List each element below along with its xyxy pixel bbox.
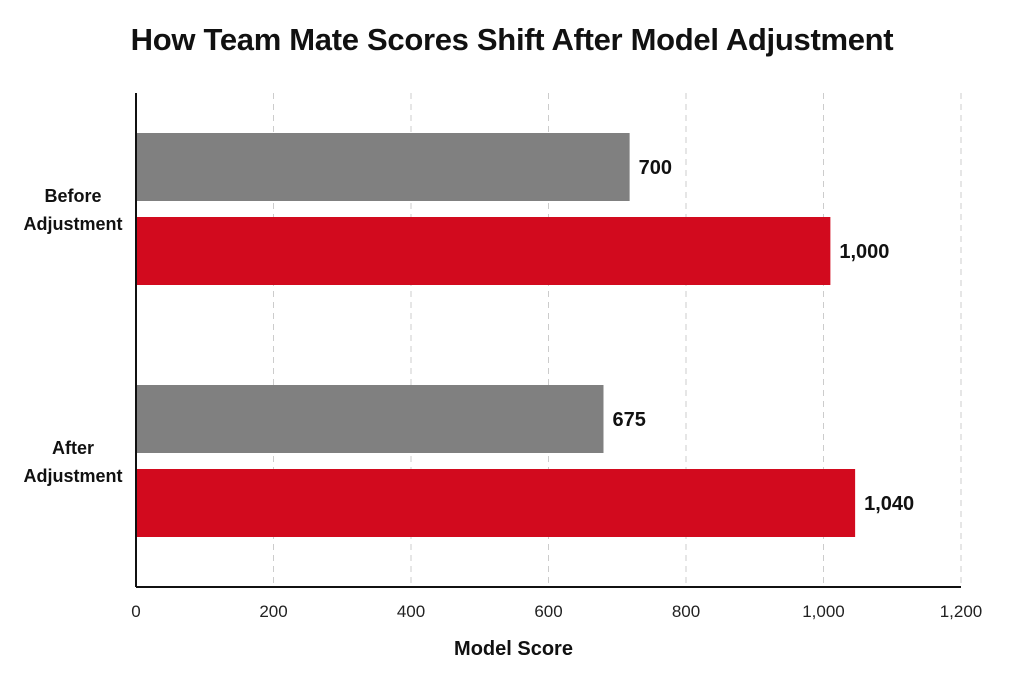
x-tick-label: 600 [534,602,562,621]
data-label: 700 [639,157,672,179]
x-tick-label: 400 [397,602,425,621]
bar [136,469,856,537]
data-label: 675 [613,409,646,431]
chart-title: How Team Mate Scores Shift After Model A… [130,22,894,57]
x-tick-label: 1,200 [940,602,983,621]
x-tick-label: 800 [672,602,700,621]
data-label: 1,040 [864,493,914,515]
data-label: 1,000 [839,241,889,263]
bar [136,385,604,453]
x-tick-label: 200 [259,602,287,621]
category-label: After [52,438,94,458]
category-label: Before [44,186,101,206]
x-axis-title: Model Score [454,638,573,660]
bar [136,133,630,201]
x-tick-label: 0 [131,602,140,621]
category-label: Adjustment [24,214,123,234]
bar [136,217,831,285]
x-tick-label: 1,000 [802,602,845,621]
category-label: Adjustment [24,466,123,486]
